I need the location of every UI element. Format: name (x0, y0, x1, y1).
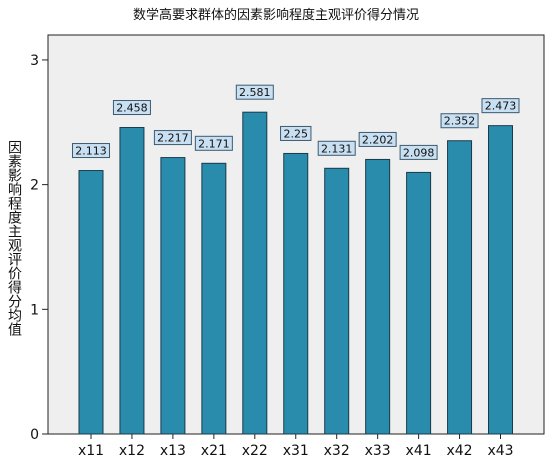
data-label: 2.25 (280, 125, 312, 141)
bar-x12 (119, 127, 145, 435)
x-tick-label: x42 (446, 443, 472, 458)
y-tick-label: 0 (30, 427, 39, 443)
data-label-text: 2.352 (444, 115, 476, 128)
data-label: 2.581 (235, 84, 274, 100)
data-label: 2.217 (153, 130, 192, 146)
data-label-box (440, 113, 479, 129)
data-label: 2.131 (317, 140, 356, 156)
data-label: 2.202 (358, 131, 397, 147)
x-tick-label: x22 (242, 443, 268, 458)
x-tick-label: x33 (365, 443, 391, 458)
data-label: 2.113 (72, 143, 110, 159)
data-label: 2.098 (399, 144, 438, 160)
x-axis: x11 x12 x13 x21 x22 x31 x32 x33 x41 x42 x43 (78, 434, 514, 458)
x-tick-label: x13 (160, 443, 186, 458)
data-label-box (399, 144, 438, 160)
data-labels: 2.113 2.458 2.217 2.171 2.581 2.25 2.131 2.202 2… (72, 84, 520, 160)
data-label-box (72, 143, 110, 159)
data-label: 2.352 (440, 113, 479, 129)
data-label-text: 2.098 (403, 146, 435, 159)
data-label-text: 2.113 (75, 145, 107, 158)
y-axis: 0 1 2 3 (30, 53, 48, 443)
bar-x41 (406, 171, 432, 435)
data-label-text: 2.25 (284, 127, 309, 140)
data-label-box (235, 84, 274, 100)
y-tick-label: 3 (30, 53, 39, 69)
x-tick-label: x31 (283, 443, 309, 458)
x-tick-label: x41 (406, 443, 432, 458)
data-label-box (280, 125, 312, 141)
data-label-box (481, 98, 520, 114)
data-label-text: 2.581 (239, 86, 271, 99)
data-label-text: 2.171 (198, 137, 230, 150)
y-axis-label: 因素影响程度主观评价得分均值 (6, 140, 22, 336)
bar-x11 (78, 170, 104, 435)
x-tick-label: x11 (78, 443, 104, 458)
data-label-box (358, 131, 397, 147)
bar-x22 (242, 111, 268, 435)
bar-x42 (447, 140, 473, 435)
bar-x21 (201, 162, 227, 435)
bar-x33 (365, 158, 391, 435)
data-label: 2.458 (112, 100, 151, 116)
y-tick-label: 1 (30, 302, 39, 318)
data-label: 2.171 (194, 135, 233, 151)
data-label-text: 2.202 (362, 133, 394, 146)
data-label-box (112, 100, 151, 116)
data-label-text: 2.217 (157, 132, 189, 145)
bar-x43 (488, 125, 513, 435)
data-label-box (317, 140, 356, 156)
data-label: 2.473 (481, 98, 520, 114)
data-label-text: 2.473 (485, 100, 517, 113)
x-tick-label: x32 (324, 443, 350, 458)
data-label-box (194, 135, 233, 151)
y-tick-label: 2 (30, 178, 39, 194)
bar-x32 (324, 167, 350, 435)
bar-x31 (283, 152, 309, 435)
x-tick-label: x21 (201, 443, 227, 458)
chart-title: 数学高要求群体的因素影响程度主观评价得分情况 (133, 7, 419, 23)
bar-series (78, 111, 513, 435)
x-tick-label: x12 (119, 443, 145, 458)
data-label-box (153, 130, 192, 146)
bar-x13 (160, 157, 186, 435)
data-label-text: 2.131 (321, 142, 353, 155)
x-tick-label: x43 (487, 443, 513, 458)
data-label-text: 2.458 (116, 102, 148, 115)
